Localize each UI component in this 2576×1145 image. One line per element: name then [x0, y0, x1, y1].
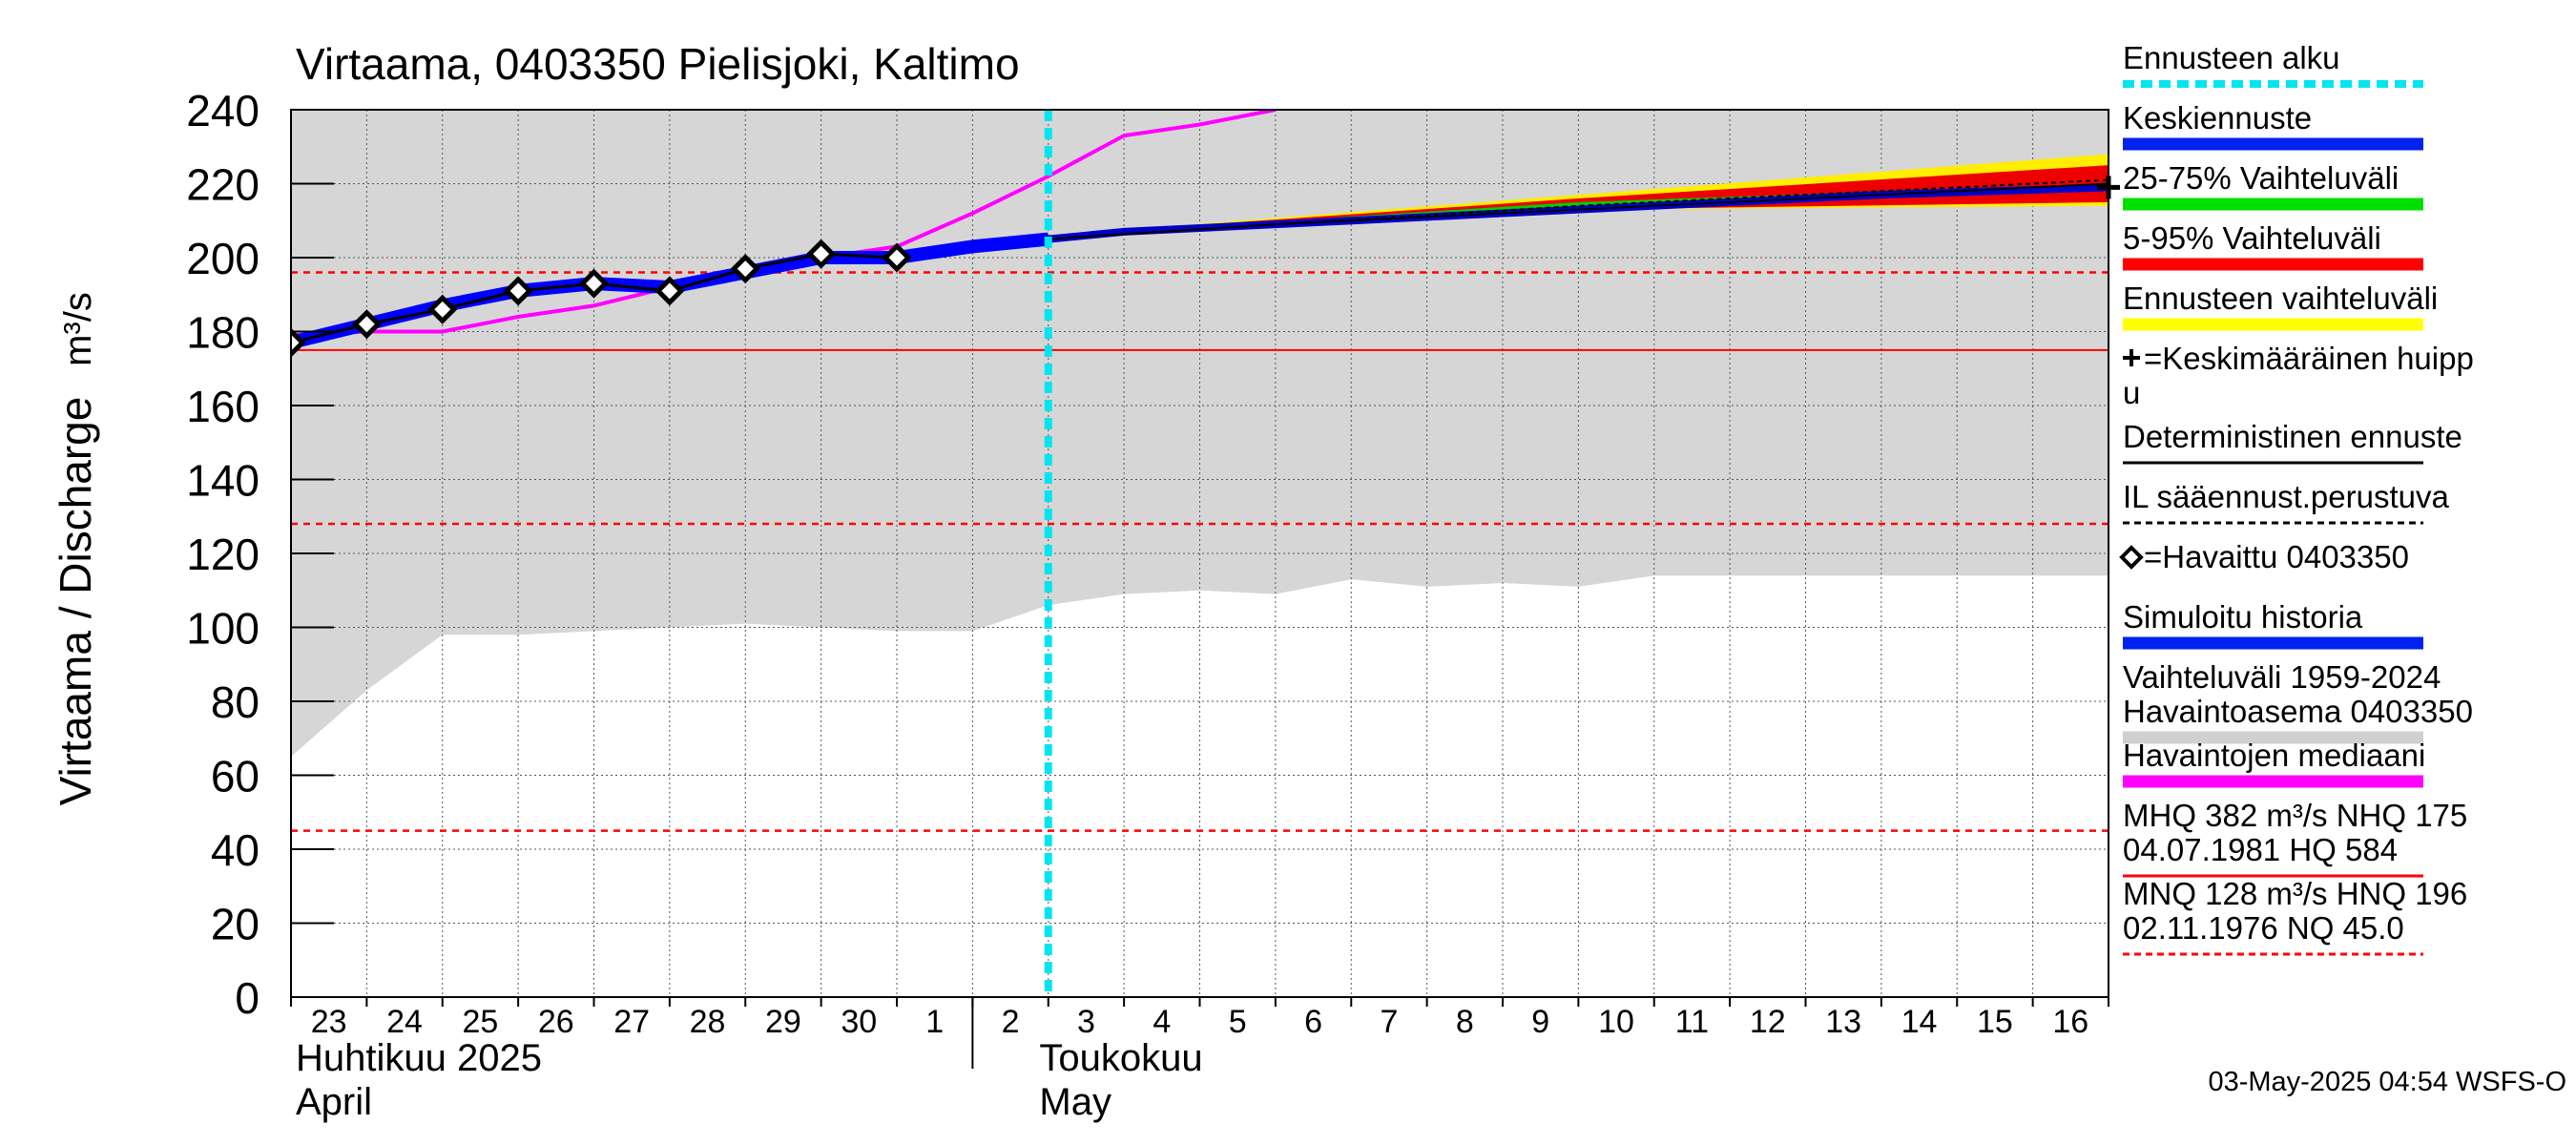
legend-item: Keskiennuste [2123, 100, 2423, 151]
legend-item: Vaihteluväli 1959-2024 Havaintoasema 040… [2123, 659, 2473, 744]
x-day-label: 7 [1380, 1004, 1398, 1040]
x-day-label: 3 [1077, 1004, 1095, 1040]
legend-label: Ennusteen alku [2123, 40, 2340, 75]
x-day-label: 8 [1456, 1004, 1474, 1040]
legend-label: Simuloitu historia [2123, 599, 2363, 635]
observed-point [351, 309, 382, 340]
x-day-label: 13 [1825, 1004, 1861, 1040]
legend-label: Vaihteluväli 1959-2024 [2123, 659, 2441, 695]
x-day-label: 16 [2052, 1004, 2088, 1040]
y-tick-label: 140 [186, 456, 260, 506]
x-day-label: 30 [841, 1004, 877, 1040]
legend-label: =Havaittu 0403350 [2144, 539, 2409, 574]
legend-diamond-icon [2119, 545, 2144, 570]
legend-item: 5-95% Vaihteluväli [2123, 220, 2423, 271]
plot-content [291, 110, 2109, 997]
x-day-label: 10 [1598, 1004, 1634, 1040]
legend-item: Simuloitu historia [2123, 599, 2423, 650]
legend: Ennusteen alku Keskiennuste 25-75% Vaihtel… [2119, 40, 2474, 956]
x-day-label: 9 [1531, 1004, 1549, 1040]
y-tick-label: 20 [211, 900, 260, 949]
observed-point [882, 242, 912, 273]
observed-point [730, 254, 760, 284]
legend-label: 5-95% Vaihteluväli [2123, 220, 2381, 256]
legend-label-2: 04.07.1981 HQ 584 [2123, 832, 2398, 867]
y-tick-label: 220 [186, 160, 260, 210]
x-month-label-en: April [296, 1081, 372, 1123]
x-day-label: 1 [925, 1004, 944, 1040]
legend-item: =Havaittu 0403350 [2119, 539, 2409, 574]
legend-item: Ennusteen vaihteluväli [2123, 281, 2438, 331]
x-day-label: 25 [463, 1004, 499, 1040]
legend-item: IL sääennust.perustuva [2123, 479, 2449, 525]
legend-label: IL sääennust.perustuva [2123, 479, 2449, 514]
legend-label-2: 02.11.1976 NQ 45.0 [2123, 910, 2404, 946]
x-day-label: 23 [311, 1004, 347, 1040]
x-day-label: 12 [1750, 1004, 1786, 1040]
x-day-label: 24 [386, 1004, 423, 1040]
y-tick-label: 80 [211, 677, 260, 727]
y-tick-label: 60 [211, 752, 260, 802]
x-day-label: 27 [613, 1004, 650, 1040]
legend-label: Keskiennuste [2123, 100, 2312, 135]
y-axis-unit: m³/s [57, 292, 99, 366]
il-forecast-line [1048, 178, 2109, 240]
observed-point [291, 327, 306, 358]
x-day-label: 28 [690, 1004, 726, 1040]
x-month-label-fi: Toukokuu [1039, 1037, 1202, 1079]
legend-label-2: Havaintoasema 0403350 [2123, 694, 2473, 729]
y-tick-label: 240 [186, 86, 260, 135]
x-day-label: 2 [1002, 1004, 1020, 1040]
x-day-label: 14 [1901, 1004, 1938, 1040]
x-day-label: 26 [538, 1004, 574, 1040]
y-tick-label: 160 [186, 382, 260, 431]
legend-label: 25-75% Vaihteluväli [2123, 160, 2399, 196]
x-day-label: 11 [1675, 1004, 1709, 1040]
legend-label: =Keskimääräinen huipp [2144, 341, 2474, 376]
x-day-label: 5 [1229, 1004, 1247, 1040]
legend-label: Havaintojen mediaani [2123, 738, 2425, 773]
y-tick-label: 100 [186, 604, 260, 654]
x-month-label-en: May [1039, 1081, 1111, 1123]
x-month-label-fi: Huhtikuu 2025 [296, 1037, 542, 1079]
axes: 0 20 40 60 80 100 120 140 160 180 200 220 240 Virtaam… [51, 86, 2109, 1123]
observed-point [654, 276, 685, 306]
y-tick-label: 200 [186, 234, 260, 283]
footer-timestamp: 03-May-2025 04:54 WSFS-O [2208, 1067, 2566, 1097]
chart-title: Virtaama, 0403350 Pielisjoki, Kaltimo [296, 39, 1020, 89]
legend-label-2: u [2123, 375, 2140, 410]
legend-label: Deterministinen ennuste [2123, 419, 2462, 454]
deterministic-forecast-line [1048, 182, 2109, 240]
observed-point [427, 294, 458, 324]
legend-item: Havaintojen mediaani [2123, 738, 2425, 788]
legend-item: Deterministinen ennuste [2123, 419, 2462, 465]
x-day-label: 29 [765, 1004, 801, 1040]
legend-label: MNQ 128 m³/s HNQ 196 [2123, 876, 2467, 911]
y-tick-label: 120 [186, 530, 260, 579]
observed-point [578, 268, 610, 299]
legend-label: MHQ 382 m³/s NHQ 175 [2123, 798, 2467, 833]
legend-item: Ennusteen alku [2123, 40, 2423, 88]
x-day-label: 6 [1304, 1004, 1322, 1040]
plot-area [290, 109, 2120, 998]
y-tick-label: 40 [211, 825, 260, 875]
x-day-label: 4 [1153, 1004, 1171, 1040]
y-axis-label: Virtaama / Discharge [51, 397, 100, 806]
observed-point [806, 239, 837, 269]
y-tick-label: 0 [235, 973, 260, 1023]
y-tick-label: 180 [186, 308, 260, 358]
observed-point [503, 276, 533, 306]
x-day-label: 15 [1977, 1004, 2013, 1040]
legend-item: 25-75% Vaihteluväli [2123, 160, 2423, 211]
legend-label: Ennusteen vaihteluväli [2123, 281, 2438, 316]
